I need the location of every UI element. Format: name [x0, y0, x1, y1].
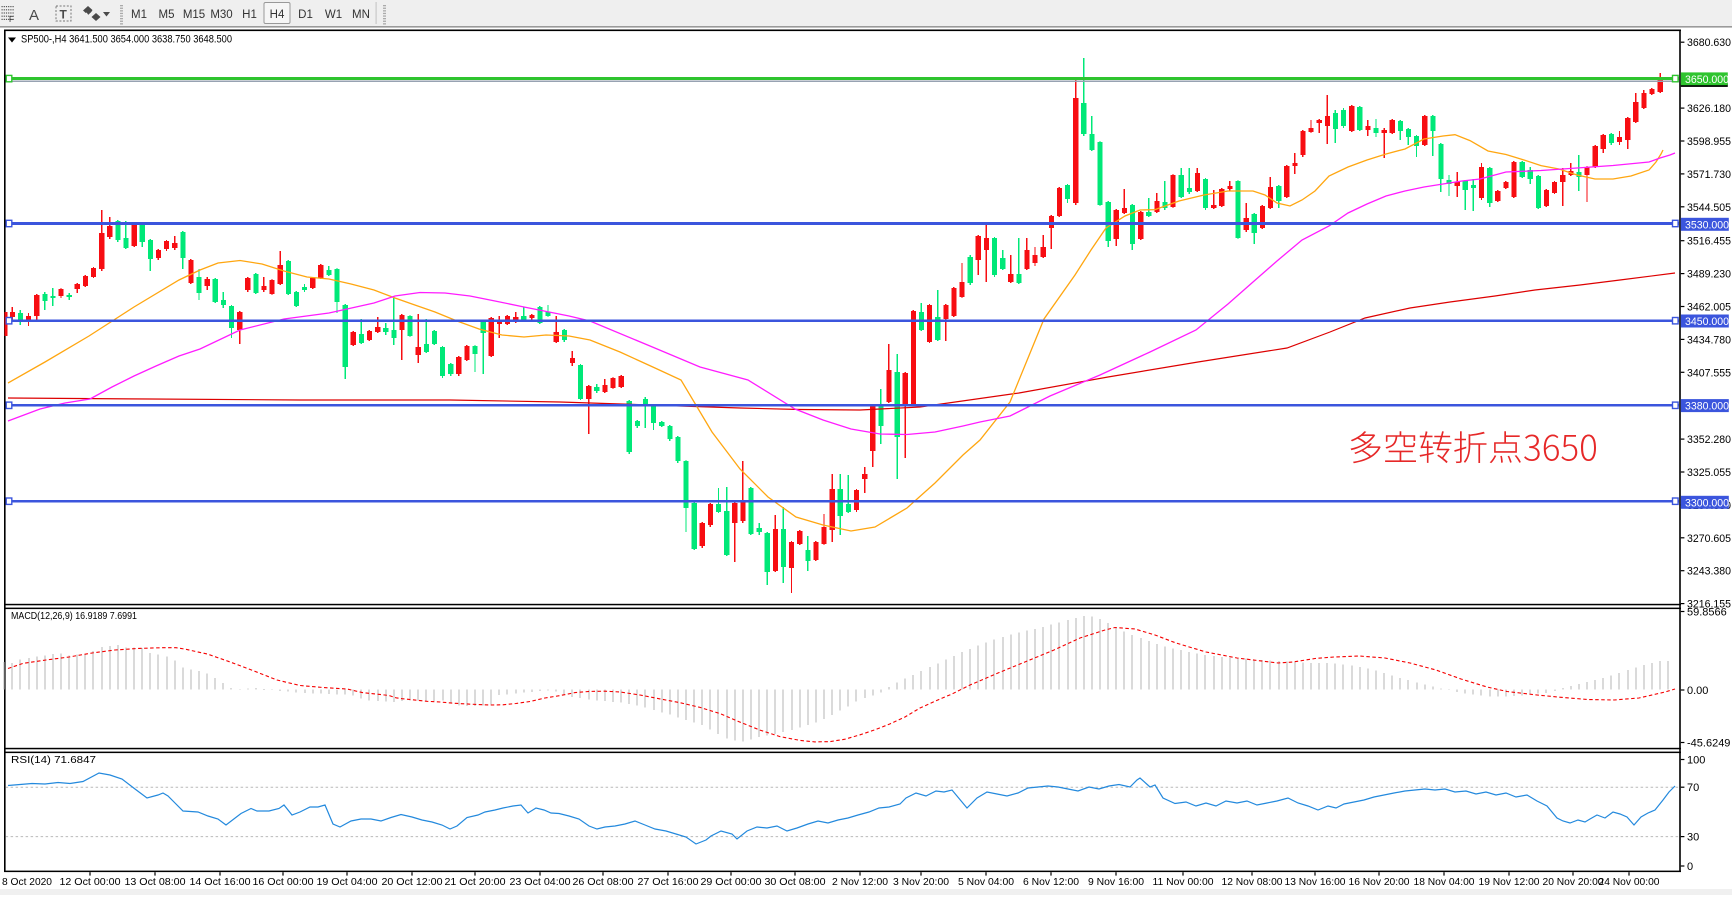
svg-text:D1: D1 [298, 9, 313, 21]
svg-text:0.00: 0.00 [1687, 685, 1708, 697]
svg-text:21 Oct 20:00: 21 Oct 20:00 [445, 877, 506, 888]
svg-text:5 Nov 04:00: 5 Nov 04:00 [958, 877, 1014, 888]
svg-text:3650.000: 3650.000 [1685, 74, 1729, 86]
svg-text:100: 100 [1687, 755, 1705, 767]
svg-text:H1: H1 [242, 9, 257, 21]
svg-text:3571.730: 3571.730 [1687, 169, 1731, 181]
svg-text:M15: M15 [183, 9, 205, 21]
svg-text:59.8566: 59.8566 [1687, 607, 1727, 619]
svg-text:30 Oct 08:00: 30 Oct 08:00 [765, 877, 826, 888]
svg-text:3626.180: 3626.180 [1687, 103, 1731, 115]
svg-text:3216.155: 3216.155 [1687, 599, 1731, 611]
svg-text:3680.630: 3680.630 [1687, 37, 1731, 49]
svg-text:27 Oct 16:00: 27 Oct 16:00 [638, 877, 699, 888]
svg-text:SP500-,H4 3641.500 3654.000 3: SP500-,H4 3641.500 3654.000 3638.750 364… [21, 34, 232, 46]
svg-text:M5: M5 [159, 9, 175, 21]
svg-text:12 Oct 00:00: 12 Oct 00:00 [60, 877, 121, 888]
svg-text:2 Nov 12:00: 2 Nov 12:00 [832, 877, 888, 888]
svg-text:3516.455: 3516.455 [1687, 236, 1731, 248]
svg-text:3380.000: 3380.000 [1685, 401, 1729, 413]
svg-text:16 Oct 00:00: 16 Oct 00:00 [253, 877, 314, 888]
svg-text:9 Nov 16:00: 9 Nov 16:00 [1088, 877, 1144, 888]
svg-text:20 Nov 20:00: 20 Nov 20:00 [1543, 877, 1604, 888]
svg-text:3544.505: 3544.505 [1687, 202, 1731, 214]
svg-text:3434.780: 3434.780 [1687, 334, 1731, 346]
svg-text:16 Nov 20:00: 16 Nov 20:00 [1349, 877, 1410, 888]
svg-text:26 Oct 08:00: 26 Oct 08:00 [573, 877, 634, 888]
svg-text:3300.000: 3300.000 [1685, 497, 1729, 509]
svg-text:3489.230: 3489.230 [1687, 269, 1731, 281]
svg-text:8 Oct 2020: 8 Oct 2020 [2, 877, 52, 888]
svg-text:6 Nov 12:00: 6 Nov 12:00 [1023, 877, 1079, 888]
svg-text:-45.6249: -45.6249 [1687, 738, 1730, 750]
svg-text:13 Oct 08:00: 13 Oct 08:00 [125, 877, 186, 888]
svg-text:3450.000: 3450.000 [1685, 316, 1729, 328]
svg-text:3598.955: 3598.955 [1687, 136, 1731, 148]
svg-text:F: F [9, 15, 14, 24]
svg-text:RSI(14) 71.6847: RSI(14) 71.6847 [11, 755, 96, 766]
svg-text:W1: W1 [325, 9, 342, 21]
svg-text:19 Nov 12:00: 19 Nov 12:00 [1479, 877, 1540, 888]
svg-text:MACD(12,26,9) 16.9189 7.6991: MACD(12,26,9) 16.9189 7.6991 [11, 611, 137, 622]
svg-text:H4: H4 [270, 9, 285, 21]
svg-text:20 Oct 12:00: 20 Oct 12:00 [382, 877, 443, 888]
svg-text:13 Nov 16:00: 13 Nov 16:00 [1285, 877, 1346, 888]
svg-text:T: T [60, 8, 68, 22]
svg-text:3 Nov 20:00: 3 Nov 20:00 [893, 877, 949, 888]
svg-text:3462.005: 3462.005 [1687, 302, 1731, 314]
svg-text:11 Nov 00:00: 11 Nov 00:00 [1153, 877, 1214, 888]
svg-text:19 Oct 04:00: 19 Oct 04:00 [317, 877, 378, 888]
svg-text:3243.380: 3243.380 [1687, 566, 1731, 578]
svg-text:3325.055: 3325.055 [1687, 467, 1731, 479]
svg-text:M30: M30 [210, 9, 232, 21]
svg-text:A: A [29, 7, 39, 24]
svg-text:30: 30 [1687, 832, 1699, 844]
svg-text:24 Nov 00:00: 24 Nov 00:00 [1599, 877, 1660, 888]
svg-text:3407.555: 3407.555 [1687, 367, 1731, 379]
svg-text:3530.000: 3530.000 [1685, 219, 1729, 231]
svg-text:0: 0 [1687, 861, 1693, 873]
svg-text:14 Oct 16:00: 14 Oct 16:00 [190, 877, 251, 888]
svg-text:3270.605: 3270.605 [1687, 533, 1731, 545]
svg-text:MN: MN [352, 9, 370, 21]
svg-text:18 Nov 04:00: 18 Nov 04:00 [1414, 877, 1475, 888]
svg-text:70: 70 [1687, 782, 1699, 794]
svg-text:29 Oct 00:00: 29 Oct 00:00 [701, 877, 762, 888]
svg-text:3352.280: 3352.280 [1687, 434, 1731, 446]
svg-text:12 Nov 08:00: 12 Nov 08:00 [1222, 877, 1283, 888]
svg-text:M1: M1 [131, 9, 147, 21]
svg-text:23 Oct 04:00: 23 Oct 04:00 [510, 877, 571, 888]
